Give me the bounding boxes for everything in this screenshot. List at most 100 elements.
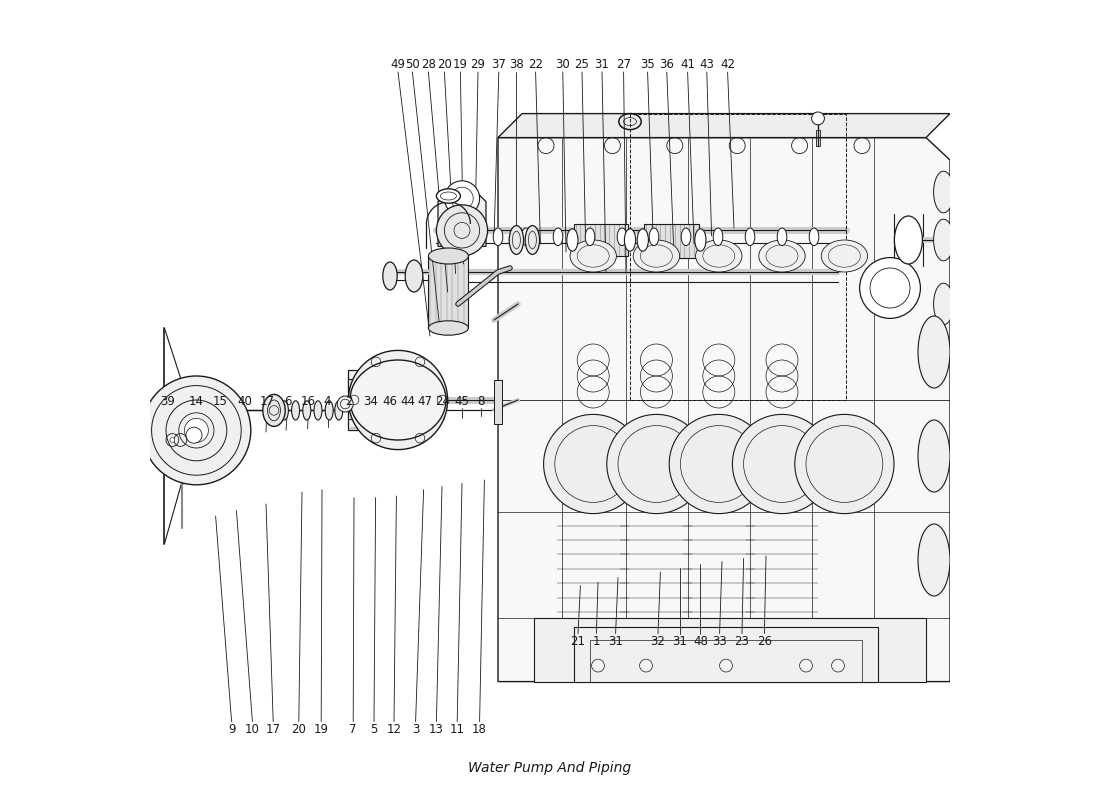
Text: 1: 1 [593,635,601,648]
Text: 21: 21 [571,635,585,648]
Ellipse shape [617,228,627,246]
Text: 47: 47 [418,395,432,408]
Text: 19: 19 [453,58,468,70]
Text: 28: 28 [421,58,436,70]
Text: 15: 15 [213,395,228,408]
Text: 40: 40 [236,395,252,408]
Text: 44: 44 [400,395,415,408]
Circle shape [186,427,202,443]
Ellipse shape [918,524,950,596]
Ellipse shape [759,240,805,272]
Circle shape [543,414,642,514]
Ellipse shape [625,229,636,251]
Text: 10: 10 [245,723,260,736]
Circle shape [338,396,353,412]
Ellipse shape [465,228,475,246]
Bar [590,640,862,682]
Ellipse shape [681,228,691,246]
Text: 31: 31 [672,635,688,648]
Text: 12: 12 [386,723,402,736]
Text: 34: 34 [363,395,378,408]
Text: 46: 46 [383,395,397,408]
Polygon shape [498,138,950,682]
Ellipse shape [713,228,723,246]
Text: 17: 17 [260,395,274,408]
Ellipse shape [302,401,311,420]
Circle shape [859,258,921,318]
Ellipse shape [778,228,786,246]
Text: 4: 4 [323,395,331,408]
Bar [349,379,363,419]
Ellipse shape [570,240,616,272]
Text: 37: 37 [492,58,506,70]
Text: 27: 27 [616,58,631,70]
Circle shape [142,376,251,485]
Bar [534,618,926,682]
Text: Water Pump And Piping: Water Pump And Piping [469,761,631,775]
Text: 38: 38 [509,58,524,70]
Ellipse shape [428,321,469,335]
Ellipse shape [822,240,868,272]
Text: 24: 24 [436,395,450,408]
Text: 18: 18 [472,723,487,736]
Text: 30: 30 [556,58,570,70]
Circle shape [812,112,824,125]
Polygon shape [438,190,486,246]
Bar [574,627,878,682]
Text: 9: 9 [228,723,235,736]
Circle shape [444,181,480,216]
Text: 42: 42 [720,58,735,70]
Text: 17: 17 [266,723,280,736]
Ellipse shape [810,228,818,246]
Circle shape [349,350,448,450]
Ellipse shape [428,248,469,264]
Ellipse shape [383,262,397,290]
Text: 14: 14 [189,395,204,408]
Text: 8: 8 [477,395,485,408]
Text: 43: 43 [700,58,714,70]
Bar [494,380,502,424]
Polygon shape [498,114,950,138]
Ellipse shape [326,401,333,420]
Text: 25: 25 [574,58,590,70]
Bar [815,130,821,146]
Text: 19: 19 [314,723,329,736]
Text: 36: 36 [659,58,674,70]
Text: 41: 41 [680,58,695,70]
Text: 20: 20 [292,723,306,736]
Ellipse shape [437,189,461,203]
Ellipse shape [649,228,659,246]
Text: 3: 3 [411,723,419,736]
Ellipse shape [521,228,531,246]
Ellipse shape [745,228,755,246]
Ellipse shape [314,401,322,420]
Ellipse shape [405,260,422,292]
Ellipse shape [280,401,288,420]
Bar [645,224,698,258]
Bar [349,370,398,430]
Ellipse shape [695,240,743,272]
Bar [645,224,698,258]
Ellipse shape [525,226,540,254]
Ellipse shape [934,283,954,325]
Text: 32: 32 [650,635,666,648]
Text: 39: 39 [161,395,175,408]
Ellipse shape [553,228,563,246]
Ellipse shape [918,420,950,492]
Ellipse shape [566,229,578,251]
Text: 35: 35 [640,58,654,70]
Bar [574,224,628,256]
Text: 45: 45 [454,395,470,408]
Text: 20: 20 [437,58,452,70]
Ellipse shape [292,401,299,420]
Ellipse shape [350,360,446,440]
Ellipse shape [334,401,343,420]
Text: 33: 33 [712,635,727,648]
Ellipse shape [894,216,923,264]
Text: 31: 31 [595,58,609,70]
Bar [428,256,469,328]
Ellipse shape [934,219,954,261]
Ellipse shape [918,316,950,388]
Ellipse shape [634,240,680,272]
Text: 5: 5 [371,723,377,736]
